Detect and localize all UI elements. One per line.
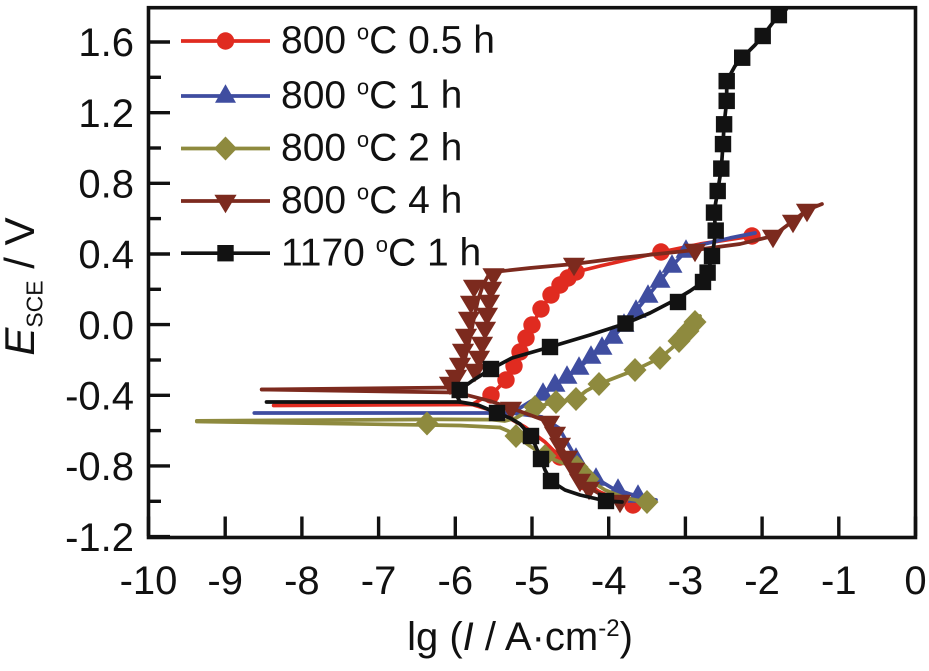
- svg-text:-5: -5: [514, 559, 550, 603]
- svg-text:1.2: 1.2: [78, 92, 134, 136]
- svg-text:-7: -7: [361, 559, 397, 603]
- svg-text:800 oC 4 h: 800 oC 4 h: [281, 179, 462, 222]
- svg-text:-2: -2: [744, 559, 780, 603]
- svg-text:-10: -10: [120, 559, 178, 603]
- svg-text:-0.8: -0.8: [65, 445, 134, 489]
- svg-text:-9: -9: [207, 559, 243, 603]
- svg-text:-1.2: -1.2: [65, 516, 134, 560]
- svg-text:1.6: 1.6: [78, 21, 134, 65]
- svg-text:0.0: 0.0: [78, 304, 134, 348]
- svg-text:0.4: 0.4: [78, 233, 134, 277]
- svg-text:800 oC 0.5 h: 800 oC 0.5 h: [281, 19, 495, 62]
- svg-text:-0.4: -0.4: [65, 375, 134, 419]
- svg-text:800 oC 2 h: 800 oC 2 h: [281, 127, 462, 170]
- svg-text:lg (I / A·cm-2): lg (I / A·cm-2): [407, 615, 633, 659]
- svg-text:800 oC 1 h: 800 oC 1 h: [281, 74, 462, 117]
- svg-text:ESCE / V: ESCE / V: [0, 217, 48, 355]
- svg-text:-1: -1: [821, 559, 857, 603]
- svg-text:-8: -8: [284, 559, 320, 603]
- svg-text:-6: -6: [438, 559, 474, 603]
- svg-text:-4: -4: [591, 559, 627, 603]
- svg-text:-3: -3: [668, 559, 704, 603]
- svg-text:0.8: 0.8: [78, 163, 134, 207]
- svg-text:0: 0: [904, 559, 926, 603]
